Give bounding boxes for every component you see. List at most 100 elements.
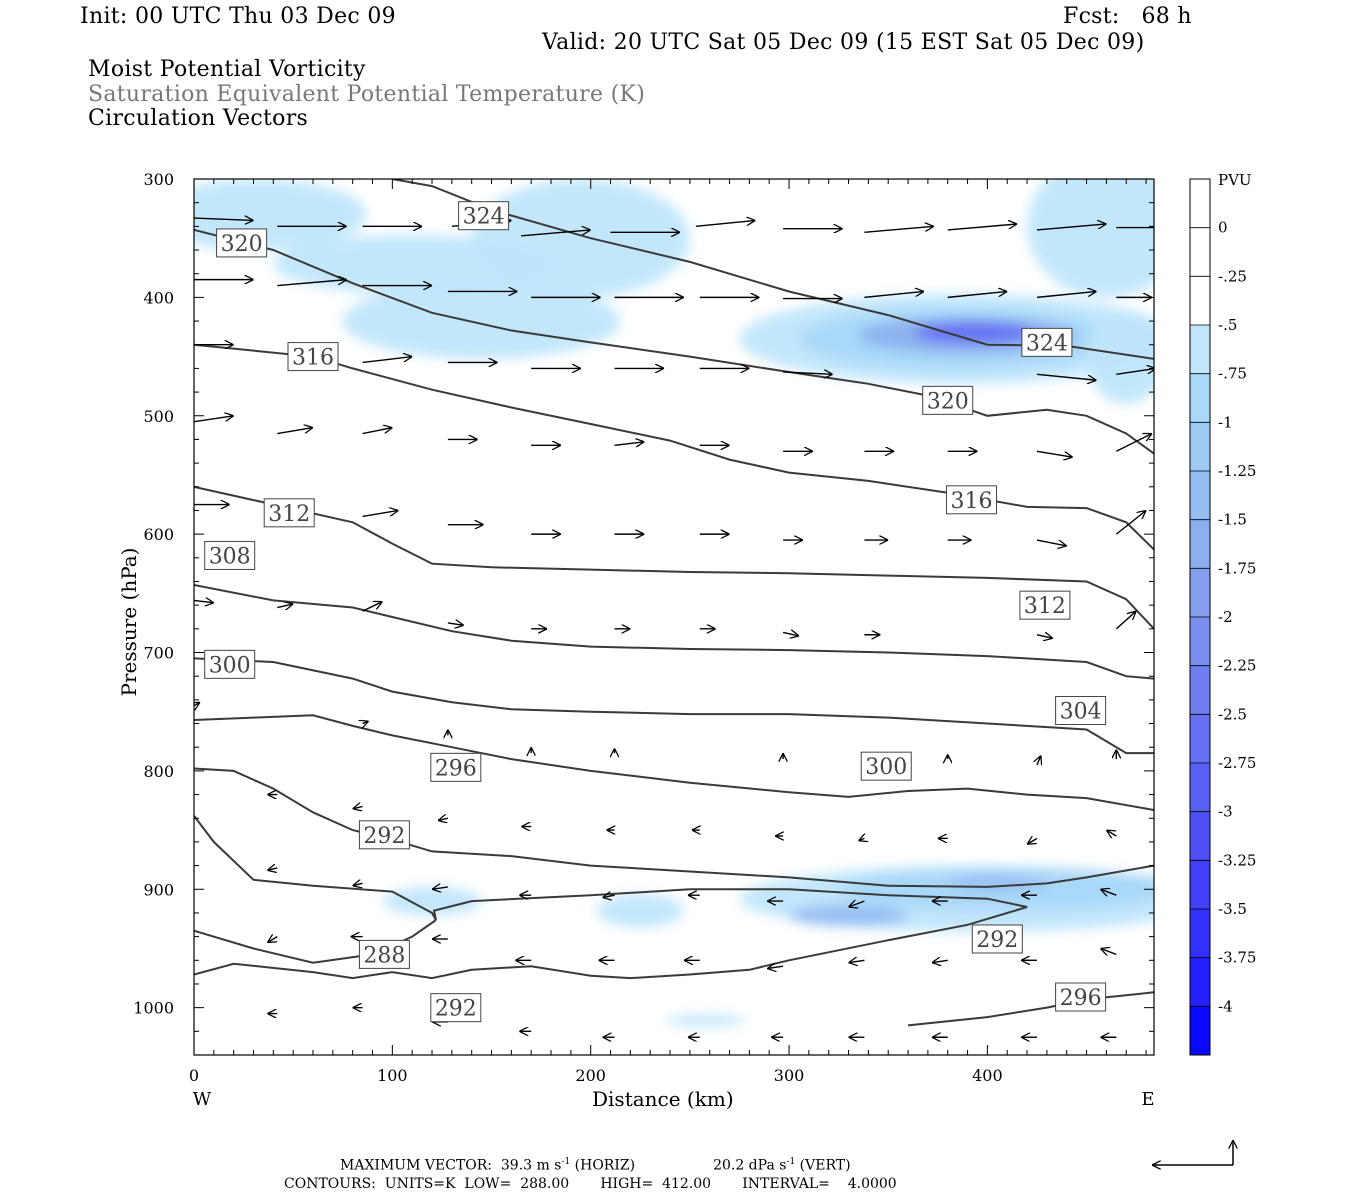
mpv-shaded-region [382, 886, 482, 916]
circulation-vector [614, 442, 644, 446]
circulation-vector [362, 602, 383, 612]
contour-label-box [458, 201, 510, 231]
circulation-vector [1116, 368, 1154, 376]
circulation-vector [1036, 291, 1097, 299]
colorbar-swatch [1190, 763, 1210, 812]
y-tick-label: 700 [143, 644, 174, 663]
circulation-vector [864, 291, 924, 299]
contour-label-box [971, 924, 1023, 954]
circulation-vector [353, 883, 363, 885]
circulation-vector [194, 218, 254, 220]
circulation-vector [849, 901, 865, 907]
contour-label-box [860, 751, 912, 781]
colorbar-swatch [1190, 227, 1210, 277]
circulation-vector [695, 220, 756, 228]
contour-label: 316 [951, 489, 993, 514]
circulation-vector [947, 224, 1017, 231]
circulation-vector [782, 632, 799, 636]
y-tick-label: 800 [143, 762, 174, 781]
circulation-vector [1100, 948, 1117, 954]
x-tick-label: 300 [774, 1066, 805, 1085]
y-tick-label: 500 [143, 407, 174, 426]
theta-es-contour-288 [194, 919, 437, 964]
colorbar-units: PVU [1218, 171, 1252, 189]
circulation-vector [267, 868, 278, 870]
x-axis-label: Distance (km) [592, 1087, 734, 1111]
field-title-vectors: Circulation Vectors [88, 106, 309, 131]
contour-label: 292 [976, 928, 1018, 953]
circulation-vector [438, 818, 449, 820]
contour-label: 296 [435, 756, 477, 781]
mpv-shaded-region [666, 1014, 746, 1027]
contour-info: CONTOURS: UNITS=K LOW= 288.00 HIGH= 412.… [284, 1176, 897, 1192]
contour-label-box [1055, 982, 1107, 1012]
contour-label: 292 [435, 997, 477, 1022]
colorbar-label: -1.75 [1218, 559, 1256, 577]
theta-es-contour-308 [194, 584, 1154, 680]
colorbar-label: -2 [1218, 608, 1233, 626]
axes: 0 100 200 300 400 W E 300 400 500 600 700 800 900 1000 [133, 170, 1154, 1110]
colorbar-swatch [1190, 714, 1210, 763]
theta-es-contour-296 [194, 767, 1154, 888]
colorbar-label: -1.5 [1218, 511, 1247, 529]
contour-label: 308 [209, 544, 251, 569]
circulation-vector [767, 966, 784, 968]
colorbar-label: -2.75 [1218, 754, 1256, 772]
circulation-vector [277, 428, 313, 435]
circulation-vector [447, 623, 464, 625]
colorbar-swatch [1190, 811, 1210, 861]
contour-label: 288 [363, 943, 405, 968]
contour-label-box [263, 498, 315, 528]
colorbar-label: -3 [1218, 803, 1233, 821]
colorbar-swatch [1190, 373, 1210, 423]
contour-label: 300 [865, 755, 907, 780]
circulation-vector [277, 280, 346, 287]
circulation-vector [194, 702, 200, 706]
circulation-vector [363, 721, 369, 723]
mpv-shaded-region [789, 904, 909, 926]
colorbar-swatch [1190, 860, 1210, 909]
max-vector-note: MAXIMUM VECTOR: 39.3 m s-1 (HORIZ) 20.2 d… [340, 1157, 851, 1174]
contour-label-box [922, 385, 974, 415]
circulation-vector [1106, 830, 1117, 836]
field-title-mpv: Moist Potential Vorticity [88, 57, 366, 82]
circulation-vector [432, 887, 448, 889]
contour-labels: 324 320 316 324 320 316 312 308 312 300 304 296 300 2… [204, 201, 1107, 1023]
theta-es-contour-304 [194, 657, 1154, 755]
x-tick-label: 400 [972, 1066, 1003, 1085]
circulation-vector [267, 937, 278, 943]
colorbar-swatch [1190, 617, 1210, 666]
circulation-vector [783, 372, 833, 374]
circulation-vector [858, 838, 864, 840]
mpv-shaded-region [471, 179, 690, 298]
mpv-shaded-region [342, 283, 621, 359]
circulation-vector [1036, 539, 1067, 546]
contour-label-box [1019, 590, 1071, 620]
circulation-vector [194, 600, 214, 602]
colorbar-frame [1189, 178, 1211, 1056]
mpv-shaded-region [1086, 309, 1154, 404]
contour-label-box [358, 820, 410, 850]
contour-label-box [1055, 696, 1107, 726]
colorbar-swatch [1190, 422, 1210, 471]
mpv-shaded-region [914, 322, 1034, 344]
circulation-vector [1116, 434, 1152, 452]
colorbar-swatch [1190, 179, 1210, 228]
colorbar-label: -1.25 [1218, 462, 1256, 480]
y-tick-label: 1000 [133, 999, 174, 1018]
circulation-vector [521, 230, 590, 237]
contour-label: 324 [1026, 331, 1068, 356]
contour-label: 292 [363, 824, 405, 849]
y-axis-label: Pressure (hPa) [117, 547, 141, 697]
theta-es-contour-292 [194, 815, 1028, 980]
contour-label: 304 [1060, 700, 1102, 725]
circulation-vector [362, 510, 399, 518]
contour-label: 300 [209, 653, 251, 678]
plot-frame [193, 178, 1155, 1056]
mpv-shaded-region [596, 894, 684, 928]
circulation-vector [1115, 611, 1136, 630]
contour-label: 296 [1060, 986, 1102, 1011]
contour-label-box [430, 752, 482, 782]
contour-label: 312 [268, 502, 310, 527]
colorbar-swatch [1190, 568, 1210, 617]
